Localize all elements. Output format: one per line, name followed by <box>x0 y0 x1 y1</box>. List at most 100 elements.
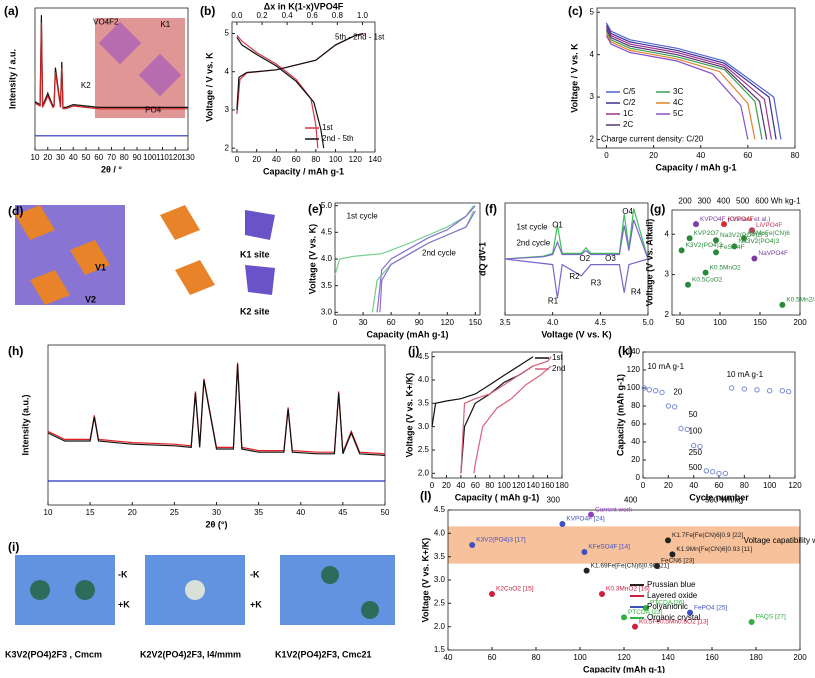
data-line <box>504 208 649 260</box>
y-tick-label: 2 <box>665 310 670 319</box>
panel-label: (i) <box>8 540 19 554</box>
voltage-window <box>448 526 800 564</box>
x-tick-label: 60 <box>743 151 752 160</box>
structure-label: -K <box>118 569 128 579</box>
annotation: 5th - 2nd - 1st <box>335 33 385 42</box>
plot-frame <box>671 209 801 316</box>
annotation: O1 <box>552 221 563 230</box>
data-line <box>236 32 364 149</box>
point-label: KFeSO4F [14] <box>588 544 630 551</box>
y-tick-label: 4.0 <box>321 254 333 263</box>
x2-tick-label: 0.0 <box>231 11 243 20</box>
x-tick-label: 0 <box>430 481 435 490</box>
annotation: 600 Wh kg-1 <box>755 197 801 206</box>
annotation: R2 <box>569 272 580 281</box>
data-line <box>605 24 777 140</box>
x-tick-label: 15 <box>86 508 95 517</box>
x-tick-label: 10 <box>31 153 40 162</box>
x-tick-label: 130 <box>181 153 195 162</box>
y-axis-label: Capacity (mAh g-1) <box>615 374 625 456</box>
annotation: 500 Wh/kg <box>705 495 743 504</box>
annotation: 20 <box>673 387 682 396</box>
y-tick-label: 0 <box>636 473 641 482</box>
data-point <box>785 388 792 395</box>
legend-label: 1st <box>552 353 563 362</box>
x-tick-label: 20 <box>664 481 673 490</box>
x-tick-label: 160 <box>541 481 555 490</box>
legend-label: 4C <box>673 98 683 107</box>
legend-label: 2nd - 5th <box>322 134 354 143</box>
y-tick-label: 3 <box>225 105 230 114</box>
x2-tick-label: 1.0 <box>357 11 369 20</box>
structure-label: -K <box>250 569 260 579</box>
y-axis-label: Voltage (V vs. Alkali) <box>644 219 654 307</box>
structure-label: +K <box>118 599 130 609</box>
point-label: K3V2(PO4)3 [17] <box>476 537 526 544</box>
x-tick-label: 120 <box>788 481 802 490</box>
x-tick-label: 100 <box>713 318 727 327</box>
x-tick-label: 140 <box>368 155 382 164</box>
data-line <box>431 356 534 474</box>
y-tick-label: 3.0 <box>434 575 446 584</box>
y-tick-label: 3 <box>590 92 595 101</box>
data-line <box>34 22 188 110</box>
data-line <box>605 33 756 140</box>
y-tick-label: 4.5 <box>321 227 333 236</box>
x-tick-label: 120 <box>169 153 183 162</box>
x-axis-label: Voltage (V vs. K) <box>541 329 611 339</box>
y-axis-label: Voltage (V vs. K+/K) <box>404 373 414 458</box>
annotation: 1st cycle <box>516 223 548 232</box>
y-tick-label: 2.5 <box>434 598 446 607</box>
panel-label: (b) <box>200 4 215 18</box>
data-point <box>678 425 684 432</box>
x-tick-label: 60 <box>292 155 301 164</box>
x-tick-label: 30 <box>56 153 65 162</box>
annotation: 10 mA g-1 <box>648 362 685 371</box>
point-label: PTCDA [26] <box>650 600 685 607</box>
x-tick-label: 100 <box>498 481 512 490</box>
y-tick-label: 140 <box>627 347 641 356</box>
x-tick-label: 200 <box>793 653 807 662</box>
x-tick-label: 40 <box>456 481 465 490</box>
x-tick-label: 140 <box>661 653 675 662</box>
annotation: 1st cycle <box>347 212 379 221</box>
y-tick-label: 5 <box>590 7 595 16</box>
annotation: K2 <box>81 81 91 90</box>
data-line <box>460 356 552 474</box>
annotation: 2nd cycle <box>422 249 456 258</box>
x-tick-label: 160 <box>705 653 719 662</box>
x-tick-label: 180 <box>555 481 569 490</box>
x-tick-label: 60 <box>488 653 497 662</box>
data-line <box>605 31 763 140</box>
x-tick-label: 200 <box>793 318 807 327</box>
panel-label: (h) <box>8 344 23 358</box>
x-tick-label: 80 <box>791 151 800 160</box>
x-tick-label: 140 <box>526 481 540 490</box>
point-label: PTCDA [23] <box>628 609 663 616</box>
data-point <box>665 537 671 544</box>
x-tick-label: 50 <box>381 508 390 517</box>
structure-label: K2V2(PO4)2F3, I4/mmm <box>140 649 241 659</box>
point-label: KVPO4F [24] <box>566 516 604 523</box>
point-label: FeCN6 [23] <box>661 558 694 565</box>
y-axis-label: Voltage / V vs. K <box>204 52 214 122</box>
x-tick-label: 80 <box>311 155 320 164</box>
x-tick-label: 120 <box>441 318 455 327</box>
data-point <box>748 619 755 625</box>
x-tick-label: 100 <box>143 153 157 162</box>
x-tick-label: 40 <box>69 153 78 162</box>
x-axis-label: Cycle number <box>689 492 749 502</box>
x-tick-label: 40 <box>272 155 281 164</box>
x-tick-label: 20 <box>442 481 451 490</box>
data-line <box>605 28 768 140</box>
x-tick-label: 20 <box>128 508 137 517</box>
data-point <box>686 235 693 242</box>
annotation: PO4 <box>145 105 162 114</box>
y-axis-label: Intensity / a.u. <box>7 49 17 109</box>
data-point <box>654 563 660 569</box>
point-label: K0.5CoO2 <box>692 276 723 283</box>
annotation: 400 <box>624 495 638 504</box>
panel-label: (k) <box>618 344 633 358</box>
x-tick-label: 180 <box>749 653 763 662</box>
point-label: KVPO4F (Chihara et al.) <box>700 216 770 223</box>
